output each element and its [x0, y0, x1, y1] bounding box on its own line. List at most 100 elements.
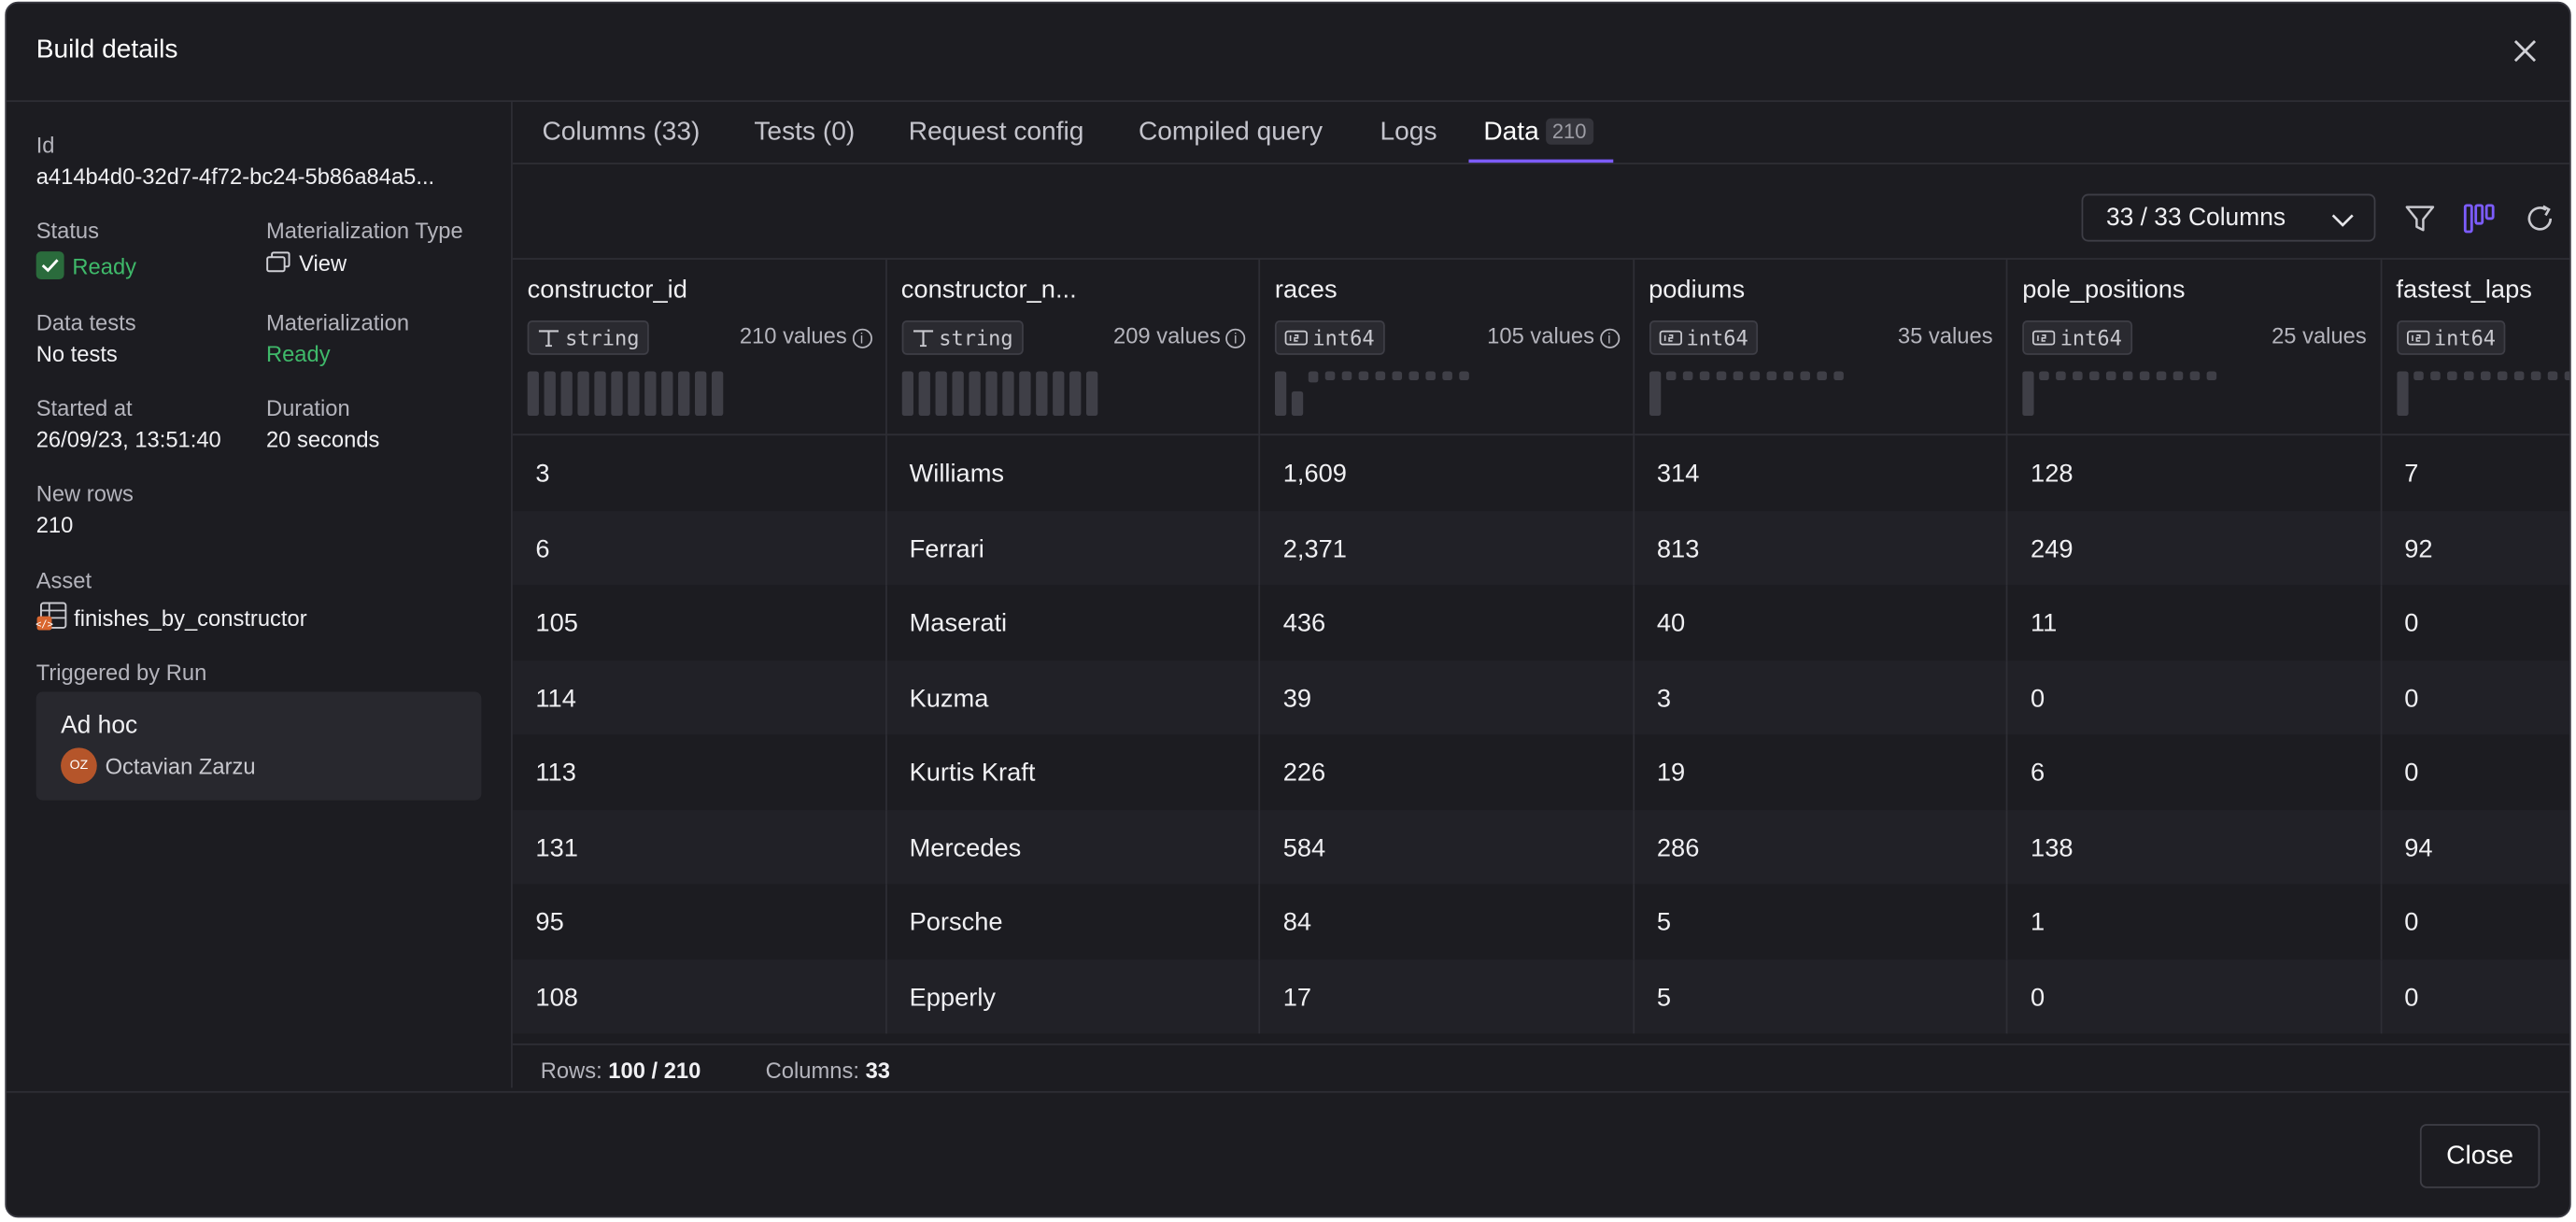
- table-cell[interactable]: Porsche: [886, 884, 1261, 959]
- table-row[interactable]: 95 Porsche 84 5 1 0: [513, 884, 2569, 959]
- table-cell[interactable]: 314: [1634, 435, 2008, 511]
- table-cell[interactable]: 0: [2007, 959, 2382, 1034]
- table-row[interactable]: 105 Maserati 436 40 11 0: [513, 585, 2569, 661]
- table-cell[interactable]: 94: [2382, 809, 2569, 884]
- sparkline-bar: [1052, 371, 1064, 417]
- table-cell[interactable]: 6: [513, 510, 886, 586]
- run-card[interactable]: Ad hoc OZ Octavian Zarzu: [35, 691, 482, 801]
- column-header[interactable]: races int64 105 values i: [1260, 259, 1635, 436]
- close-button[interactable]: Close: [2419, 1124, 2541, 1188]
- table-cell[interactable]: 436: [1260, 585, 1635, 661]
- sparkline-bar: [544, 371, 556, 417]
- table-cell[interactable]: 0: [2382, 734, 2569, 809]
- sparkline-bar: [1035, 371, 1047, 417]
- info-icon[interactable]: i: [1225, 328, 1246, 348]
- table-cell[interactable]: 1: [2007, 884, 2382, 959]
- table-cell[interactable]: 113: [513, 734, 886, 810]
- close-icon[interactable]: [2513, 39, 2537, 63]
- table-cell[interactable]: 584: [1260, 809, 1635, 885]
- column-header[interactable]: fastest_laps int64: [2381, 260, 2570, 436]
- table-row[interactable]: 131 Mercedes 584 286 138 94: [512, 809, 2569, 885]
- table-row[interactable]: 114 Kuzma 39 3 0 0: [512, 660, 2569, 735]
- sparkline-bar: [2089, 371, 2100, 381]
- table-cell[interactable]: 138: [2007, 809, 2382, 885]
- table-cell[interactable]: 813: [1634, 510, 2008, 586]
- table-cell[interactable]: Williams: [886, 435, 1261, 511]
- info-icon[interactable]: i: [852, 328, 872, 348]
- tab-request-config[interactable]: Request config: [908, 118, 1084, 147]
- avatar: OZ: [61, 747, 97, 785]
- column-select-dropdown[interactable]: 33 / 33 Columns: [2081, 193, 2376, 242]
- tab-compiled-query[interactable]: Compiled query: [1138, 118, 1323, 147]
- table-cell[interactable]: 95: [513, 884, 886, 959]
- run-user: Octavian Zarzu: [105, 754, 256, 779]
- table-cell[interactable]: 3: [513, 435, 886, 511]
- table-cell[interactable]: 11: [2007, 585, 2382, 661]
- tab-tests[interactable]: Tests (0): [754, 118, 856, 147]
- table-cell[interactable]: Maserati: [886, 585, 1261, 661]
- table-cell[interactable]: 39: [1260, 660, 1635, 735]
- table-cell[interactable]: 0: [2382, 660, 2569, 734]
- table-cell[interactable]: 92: [2382, 510, 2569, 585]
- refresh-icon[interactable]: [2524, 202, 2556, 234]
- table-row[interactable]: 3 Williams 1,609 314 128 7: [513, 435, 2569, 511]
- table-cell[interactable]: Ferrari: [886, 510, 1261, 586]
- table-cell[interactable]: Kuzma: [886, 660, 1261, 735]
- started-label: Started at: [35, 395, 133, 421]
- table-cell[interactable]: Kurtis Kraft: [886, 734, 1261, 810]
- table-cell[interactable]: Mercedes: [886, 809, 1261, 885]
- distribution-sparkline[interactable]: [527, 371, 856, 418]
- distribution-sparkline[interactable]: [1649, 371, 1977, 418]
- tab-logs[interactable]: Logs: [1380, 118, 1437, 147]
- tab-data[interactable]: Data 210: [1483, 118, 1593, 149]
- column-header[interactable]: podiums int64 35 values: [1634, 259, 2008, 436]
- table-cell[interactable]: 108: [513, 959, 886, 1034]
- distribution-sparkline[interactable]: [2022, 371, 2351, 418]
- table-cell[interactable]: 2,371: [1260, 510, 1635, 586]
- table-cell[interactable]: 105: [513, 585, 886, 661]
- number-type-icon: [1284, 330, 1308, 346]
- distribution-sparkline[interactable]: [2396, 371, 2570, 418]
- sparkline-bar: [1732, 371, 1743, 381]
- asset-link[interactable]: </> finishes_by_constructor: [35, 602, 307, 631]
- table-cell[interactable]: 3: [1634, 660, 2008, 735]
- table-row[interactable]: 6 Ferrari 2,371 813 249 92: [512, 510, 2569, 586]
- column-type-badge: int64: [1274, 320, 1385, 355]
- table-cell[interactable]: 0: [2007, 660, 2382, 735]
- table-cell[interactable]: 84: [1260, 884, 1635, 959]
- tab-columns[interactable]: Columns (33): [542, 118, 701, 147]
- table-cell[interactable]: 17: [1260, 959, 1635, 1034]
- table-cell[interactable]: 6: [2007, 734, 2382, 810]
- table-cell[interactable]: 226: [1260, 734, 1635, 810]
- table-cell[interactable]: 131: [513, 809, 886, 885]
- column-header[interactable]: constructor_n... string 209 values i: [885, 259, 1261, 436]
- info-icon[interactable]: i: [1599, 328, 1620, 348]
- sparkline-bar: [1715, 371, 1726, 381]
- table-cell[interactable]: 1,609: [1260, 435, 1635, 511]
- sparkline-bar: [2546, 371, 2557, 381]
- table-cell[interactable]: 114: [513, 660, 886, 735]
- column-profile-icon[interactable]: [2463, 202, 2496, 234]
- table-cell[interactable]: 7: [2382, 435, 2569, 510]
- table-cell[interactable]: 0: [2382, 884, 2569, 959]
- table-cell[interactable]: 5: [1634, 884, 2008, 959]
- sparkline-bar: [1324, 371, 1336, 381]
- table-cell[interactable]: 249: [2007, 510, 2382, 586]
- column-header[interactable]: pole_positions int64 25 values: [2007, 259, 2382, 436]
- table-cell[interactable]: 5: [1634, 959, 2008, 1034]
- table-cell[interactable]: 0: [2382, 585, 2569, 660]
- distribution-sparkline[interactable]: [900, 371, 1230, 418]
- filter-icon[interactable]: [2403, 202, 2436, 234]
- column-header[interactable]: constructor_id string 210 values i: [512, 259, 886, 436]
- table-cell[interactable]: 0: [2382, 959, 2569, 1033]
- table-cell[interactable]: 286: [1634, 809, 2008, 885]
- table-cell[interactable]: 128: [2007, 435, 2382, 511]
- distribution-sparkline[interactable]: [1274, 371, 1604, 418]
- sparkline-bar: [934, 371, 946, 417]
- table-cell[interactable]: 19: [1634, 734, 2008, 810]
- table-cell[interactable]: 40: [1634, 585, 2008, 661]
- table-row[interactable]: 113 Kurtis Kraft 226 19 6 0: [513, 734, 2569, 810]
- column-type: int64: [1312, 325, 1375, 350]
- table-cell[interactable]: Epperly: [886, 959, 1261, 1034]
- table-row[interactable]: 108 Epperly 17 5 0 0: [512, 959, 2569, 1034]
